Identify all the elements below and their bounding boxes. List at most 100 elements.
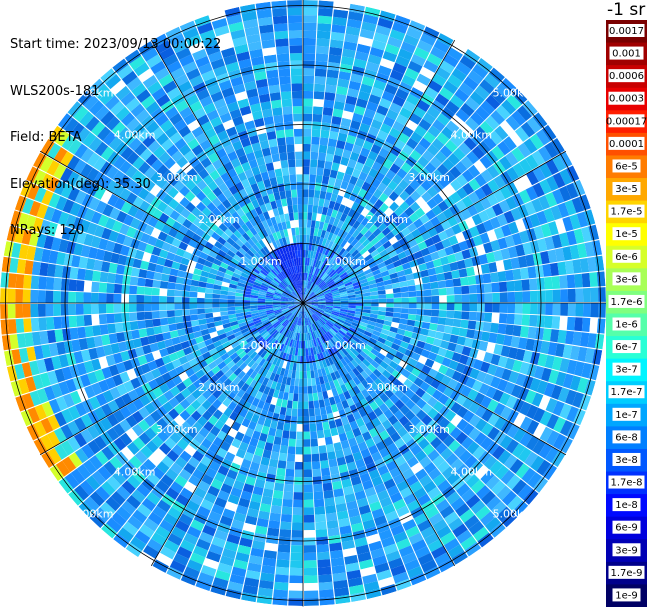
ppi-bin	[353, 265, 362, 273]
ppi-bin	[249, 370, 258, 380]
ppi-bin	[365, 437, 376, 449]
ppi-bin	[320, 129, 330, 139]
ppi-bin	[480, 511, 496, 527]
ppi-bin	[333, 263, 341, 271]
ppi-bin	[430, 281, 439, 290]
ppi-bin	[315, 521, 327, 530]
ppi-bin	[319, 318, 326, 325]
ppi-bin	[267, 466, 277, 476]
ppi-bin	[524, 451, 539, 467]
ppi-bin	[359, 122, 371, 134]
ppi-bin	[431, 361, 442, 372]
ppi-bin	[247, 468, 258, 479]
ppi-bin	[441, 126, 455, 140]
ppi-bin	[227, 303, 235, 307]
ppi-bin	[460, 102, 475, 117]
ppi-bin	[246, 444, 257, 455]
ppi-bin	[575, 303, 584, 317]
ppi-bin	[546, 430, 560, 447]
ppi-bin	[354, 401, 364, 411]
ppi-bin	[460, 122, 474, 137]
colorbar-tick-label: 1e-6	[615, 320, 638, 331]
ppi-bin	[270, 420, 278, 429]
range-ring-label: 4.00km	[451, 465, 493, 478]
ppi-bin	[407, 314, 417, 321]
ppi-bin	[310, 151, 319, 160]
ppi-bin	[359, 28, 375, 40]
ppi-bin	[307, 324, 311, 333]
ppi-bin	[160, 474, 174, 487]
ppi-bin	[490, 272, 499, 283]
ppi-bin	[501, 511, 518, 528]
ppi-bin	[334, 418, 343, 428]
ppi-bin	[307, 204, 313, 213]
ppi-bin	[324, 276, 332, 283]
ppi-bin	[542, 263, 552, 277]
ppi-bin	[468, 427, 481, 441]
ppi-bin	[552, 303, 561, 316]
ppi-bin	[219, 307, 228, 312]
ppi-bin	[166, 289, 175, 297]
ppi-bin	[322, 114, 332, 124]
ppi-bin	[473, 526, 489, 542]
ppi-bin	[475, 274, 484, 285]
ppi-bin	[436, 113, 451, 126]
ppi-bin	[505, 324, 514, 336]
ppi-bin	[379, 348, 389, 357]
ppi-bin	[334, 370, 341, 379]
ppi-bin	[324, 310, 332, 314]
ppi-bin	[251, 413, 260, 424]
ppi-bin	[258, 384, 267, 393]
ppi-bin	[387, 331, 397, 338]
ppi-bin	[174, 303, 182, 310]
ppi-bin	[360, 207, 370, 217]
ppi-bin	[380, 123, 392, 134]
ppi-bin	[291, 370, 296, 379]
ppi-bin	[227, 299, 235, 303]
ppi-bin	[204, 293, 213, 299]
ppi-bin	[311, 377, 317, 386]
ppi-bin	[292, 507, 303, 516]
ppi-bin	[333, 353, 341, 362]
ppi-bin	[469, 131, 483, 146]
ppi-bin	[422, 315, 432, 323]
ppi-bin	[317, 319, 324, 327]
ppi-bin	[499, 303, 508, 313]
ppi-bin	[450, 40, 468, 55]
ppi-bin	[300, 355, 303, 364]
ppi-bin	[322, 421, 330, 431]
ppi-bin	[436, 163, 449, 176]
ppi-bin	[315, 268, 321, 276]
ppi-bin	[300, 257, 303, 266]
ppi-bin	[303, 492, 314, 500]
ppi-bin	[289, 323, 294, 331]
start-time: Start time: 2023/09/13 00:00:22	[10, 37, 222, 52]
ppi-bin	[489, 460, 504, 475]
ppi-bin	[323, 99, 335, 109]
ppi-bin	[303, 386, 308, 394]
ppi-bin	[393, 307, 402, 313]
ppi-bin	[167, 506, 182, 520]
ppi-bin	[290, 323, 295, 332]
ppi-bin	[295, 370, 300, 379]
ppi-bin	[290, 552, 303, 561]
ppi-bin	[417, 241, 428, 251]
ppi-bin	[512, 359, 523, 373]
ppi-bin	[427, 244, 438, 254]
ppi-bin	[366, 533, 381, 545]
ppi-bin	[300, 303, 303, 311]
ppi-bin	[472, 446, 486, 460]
ppi-bin	[521, 314, 530, 326]
ppi-bin	[181, 309, 190, 316]
ppi-bin	[567, 303, 576, 317]
ppi-bin	[304, 317, 307, 326]
ppi-bin	[473, 330, 483, 341]
ppi-bin	[551, 316, 561, 329]
ppi-bin	[463, 136, 477, 151]
ppi-bin	[423, 342, 433, 352]
ppi-bin	[329, 328, 337, 336]
ppi-bin	[299, 227, 303, 235]
ppi-bin	[287, 7, 302, 16]
ppi-bin	[410, 131, 423, 144]
